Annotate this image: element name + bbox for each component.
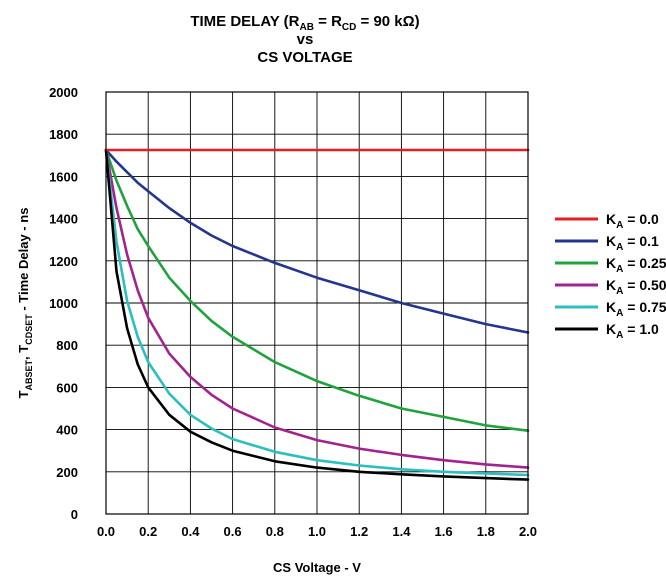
x-tick-label: 1.4 [392,524,411,539]
x-tick-label: 0.4 [181,524,200,539]
series-line-3 [104,148,530,469]
gridlines [105,91,529,515]
x-tick-label: 0.6 [224,524,242,539]
y-tick-label: 2000 [49,85,78,100]
legend-label: KA = 0.50 [606,277,666,297]
legend-label: KA = 0.0 [606,211,659,231]
y-tick-label: 0 [71,507,78,522]
legend-label: KA = 0.1 [606,233,659,253]
series-lines [104,148,530,481]
series-line-2 [104,148,530,433]
y-tick-label: 1400 [49,212,78,227]
y-tick-label: 800 [56,338,78,353]
x-tick-label: 0.8 [266,524,284,539]
legend-label: KA = 0.25 [606,255,666,275]
x-tick-label: 1.0 [308,524,326,539]
x-tick-label: 2.0 [519,524,537,539]
y-tick-label: 200 [56,465,78,480]
y-tick-label: 1800 [49,127,78,142]
y-tick-label: 1000 [49,296,78,311]
y-tick-label: 400 [56,423,78,438]
x-axis-label: CS Voltage - V [273,560,361,575]
chart-title-line3: CS VOLTAGE [257,49,352,66]
series-line-1 [104,148,530,334]
y-tick-label: 1600 [49,169,78,184]
y-axis-label: TABSET, TCDSET - Time Delay - ns [16,208,34,399]
chart-title-line1: TIME DELAY (RAB = RCD = 90 kΩ) [190,13,419,33]
legend-label: KA = 1.0 [606,321,659,341]
y-tick-label: 1200 [49,254,78,269]
x-tick-label: 0.0 [97,524,115,539]
series-line-4 [104,148,530,477]
x-tick-label: 1.8 [477,524,495,539]
legend-label: KA = 0.75 [606,299,666,319]
chart-title-line2: vs [297,31,314,48]
x-tick-label: 1.2 [350,524,368,539]
y-tick-labels: 0 200 400 600 800 1000 1200 1400 1600 1800 2000 [49,85,78,522]
x-tick-label: 1.6 [435,524,453,539]
plot-frame [105,91,529,515]
x-tick-labels: 0.0 0.2 0.4 0.6 0.8 1.0 1.2 1.4 1.6 1.8 2.0 [97,524,537,539]
x-tick-label: 0.2 [139,524,157,539]
series-line-5 [104,148,530,481]
y-tick-label: 600 [56,380,78,395]
